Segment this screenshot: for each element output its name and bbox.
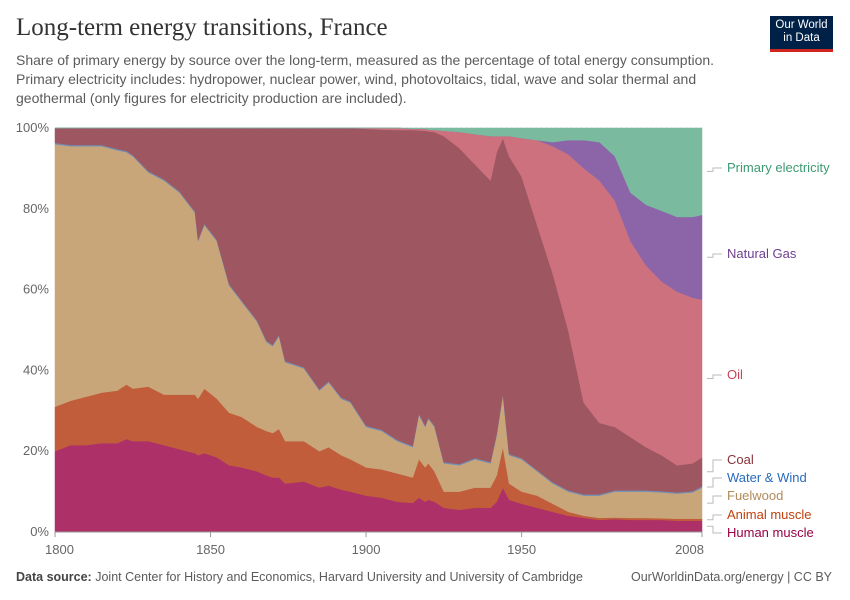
legend-label-animal-muscle[interactable]: Animal muscle [727, 507, 812, 522]
legend-connector [707, 374, 722, 379]
source-text: Joint Center for History and Economics, … [95, 570, 583, 584]
legend-label-water-wind[interactable]: Water & Wind [727, 470, 807, 485]
legend-label-human-muscle[interactable]: Human muscle [727, 525, 814, 540]
y-tick-label: 40% [23, 362, 49, 377]
x-tick-label: 1850 [196, 542, 225, 557]
area-primary-electricity[interactable] [55, 127, 703, 218]
y-tick-label: 20% [23, 443, 49, 458]
data-source: Data source: Joint Center for History an… [16, 570, 583, 584]
legend-label-coal[interactable]: Coal [727, 452, 754, 467]
legend-label-fuelwood[interactable]: Fuelwood [727, 488, 783, 503]
y-tick-label: 60% [23, 282, 49, 297]
legend-connector [707, 477, 722, 488]
legend-connector [707, 253, 722, 258]
legend-label-primary-electricity[interactable]: Primary electricity [727, 160, 830, 175]
legend-connector [707, 459, 722, 473]
source-label: Data source: [16, 570, 92, 584]
legend-connector [707, 495, 722, 504]
legend-connector [707, 514, 722, 521]
owid-logo[interactable]: Our World in Data [770, 16, 833, 52]
source-url[interactable]: OurWorldinData.org/energy | CC BY [630, 570, 832, 584]
legend-connector [707, 167, 722, 172]
y-tick-label: 0% [30, 524, 49, 539]
y-tick-label: 100% [16, 120, 50, 135]
x-tick-label: 1800 [45, 542, 74, 557]
legend-label-oil[interactable]: Oil [727, 367, 743, 382]
logo-text: Our World in Data [775, 19, 828, 44]
chart-subtitle: Share of primary energy by source over t… [16, 52, 715, 106]
x-tick-label: 1950 [507, 542, 536, 557]
x-tick-label: 1900 [352, 542, 381, 557]
chart-title: Long-term energy transitions, France [16, 14, 388, 41]
x-tick-label: 2008 [675, 542, 704, 557]
y-tick-label: 80% [23, 201, 49, 216]
legend-connector [707, 525, 722, 534]
legend-label-natural-gas[interactable]: Natural Gas [727, 246, 797, 261]
